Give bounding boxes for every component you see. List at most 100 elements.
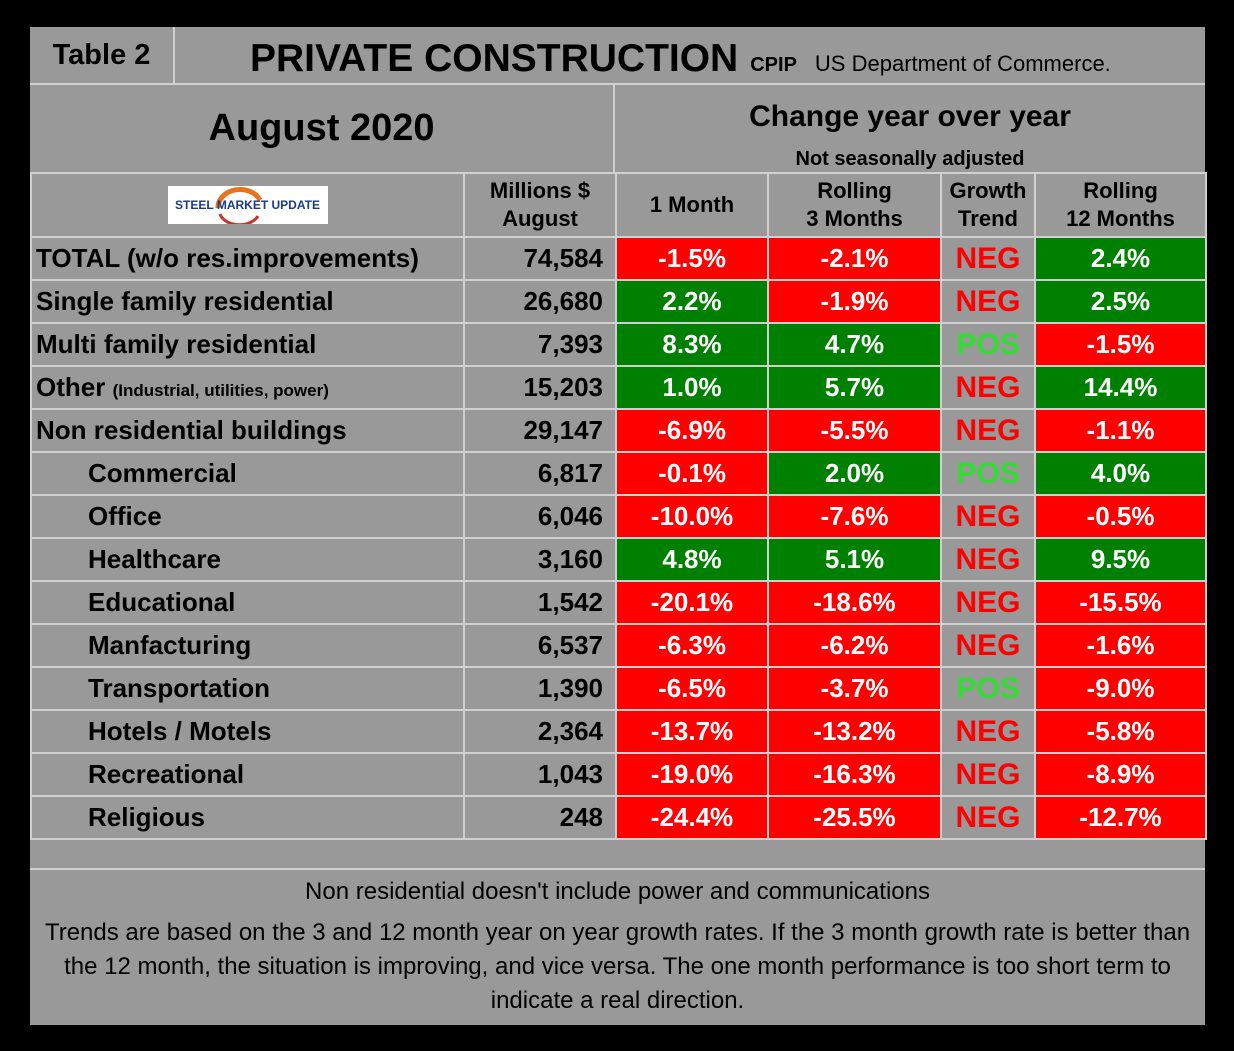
millions: 6,817 [463, 451, 617, 496]
millions: 1,542 [463, 580, 617, 625]
change-rolling3: -3.7% [767, 666, 942, 711]
column-header-line: Rolling [1083, 178, 1158, 203]
data-table: STEEL MARKET UPDATE Millions $ August 1 Mo… [30, 172, 1207, 840]
title-bar: PRIVATE CONSTRUCTION CPIP US Department … [175, 27, 1205, 85]
row-label: Other (Industrial, utilities, power) [30, 365, 465, 410]
data-row: Manfacturing 6,537 -6.3% -6.2% NEG -1.6% [30, 623, 1207, 668]
row-label: Recreational [30, 752, 465, 797]
change-note: Not seasonally adjusted [795, 148, 1025, 170]
growth-trend: NEG [940, 537, 1036, 582]
column-header-line: Millions $ [489, 178, 591, 203]
period: August 2020 [30, 85, 615, 172]
change-rolling3: 5.7% [767, 365, 942, 410]
growth-trend: NEG [940, 494, 1036, 539]
row-label: Office [30, 494, 465, 539]
growth-trend: POS [940, 322, 1036, 367]
change-rolling3: -6.2% [767, 623, 942, 668]
row-label: Hotels / Motels [30, 709, 465, 754]
logo-arc [214, 187, 262, 224]
millions: 6,537 [463, 623, 617, 668]
column-header-line: 3 Months [806, 206, 903, 231]
column-header: Millions $ August [463, 172, 617, 238]
growth-trend: POS [940, 666, 1036, 711]
millions: 3,160 [463, 537, 617, 582]
footer-note: Non residential doesn't include power an… [305, 878, 930, 905]
column-header: 1 Month [615, 172, 769, 238]
row-label-text: Single family residential [36, 286, 334, 316]
data-row: Multi family residential 7,393 8.3% 4.7% POS… [30, 322, 1207, 367]
change-rolling12: 2.4% [1034, 236, 1207, 281]
change-rolling3: -2.1% [767, 236, 942, 281]
growth-trend: NEG [940, 236, 1036, 281]
table-label: Table 2 [30, 27, 175, 85]
change-rolling3: -18.6% [767, 580, 942, 625]
growth-trend: NEG [940, 623, 1036, 668]
millions: 26,680 [463, 279, 617, 324]
change-month1: 2.2% [615, 279, 769, 324]
change-month1: -1.5% [615, 236, 769, 281]
row-label-text: Educational [88, 587, 236, 617]
table-panel: Table 2 PRIVATE CONSTRUCTION CPIP US Dep… [30, 27, 1207, 1025]
change-rolling3: -25.5% [767, 795, 942, 840]
change-rolling12: 9.5% [1034, 537, 1207, 582]
change-rolling3: 5.1% [767, 537, 942, 582]
footer-explanation: Trends are based on the 3 and 12 month y… [44, 919, 1191, 1014]
change-rolling12: -9.0% [1034, 666, 1207, 711]
data-row: TOTAL (w/o res.improvements) 74,584 -1.5% -… [30, 236, 1207, 281]
column-header-line: 12 Months [1066, 206, 1175, 231]
data-row: Hotels / Motels 2,364 -13.7% -13.2% NEG -5.8% [30, 709, 1207, 754]
logo-cell: STEEL MARKET UPDATE [30, 172, 465, 238]
logo: STEEL MARKET UPDATE [167, 186, 328, 224]
growth-trend: POS [940, 451, 1036, 496]
change-rolling12: 2.5% [1034, 279, 1207, 324]
growth-trend: NEG [940, 408, 1036, 453]
row-label-text: Office [88, 501, 162, 531]
row-label-note: (Industrial, utilities, power) [112, 381, 329, 400]
change-month1: -6.9% [615, 408, 769, 453]
millions: 1,043 [463, 752, 617, 797]
column-header: Rolling 3 Months [767, 172, 942, 238]
millions: 74,584 [463, 236, 617, 281]
row-label: Single family residential [30, 279, 465, 324]
data-row: Single family residential 26,680 2.2% -1.9%… [30, 279, 1207, 324]
millions: 1,390 [463, 666, 617, 711]
millions: 15,203 [463, 365, 617, 410]
column-header: Rolling 12 Months [1034, 172, 1207, 238]
row-label-text: TOTAL (w/o res.improvements) [36, 243, 419, 273]
change-title: Change year over year [749, 100, 1071, 133]
change-month1: -19.0% [615, 752, 769, 797]
column-header: Growth Trend [940, 172, 1036, 238]
change-rolling12: -1.1% [1034, 408, 1207, 453]
change-month1: -0.1% [615, 451, 769, 496]
row-label-text: Other [36, 372, 106, 402]
row-label-text: Hotels / Motels [88, 716, 272, 746]
change-rolling12: -1.5% [1034, 322, 1207, 367]
millions: 6,046 [463, 494, 617, 539]
change-month1: -6.5% [615, 666, 769, 711]
data-row: Educational 1,542 -20.1% -18.6% NEG -15.5% [30, 580, 1207, 625]
row-label: Multi family residential [30, 322, 465, 367]
source-code: CPIP [750, 54, 797, 76]
growth-trend: NEG [940, 752, 1036, 797]
change-header: Change year over year Not seasonally adj… [615, 85, 1205, 172]
change-rolling12: 4.0% [1034, 451, 1207, 496]
growth-trend: NEG [940, 795, 1036, 840]
data-row: Religious 248 -24.4% -25.5% NEG -12.7% [30, 795, 1207, 840]
millions: 2,364 [463, 709, 617, 754]
change-month1: -13.7% [615, 709, 769, 754]
row-label-text: Multi family residential [36, 329, 317, 359]
row-label-text: Manfacturing [88, 630, 252, 660]
row-label-text: Non residential buildings [36, 415, 347, 445]
row-label: TOTAL (w/o res.improvements) [30, 236, 465, 281]
data-row: Commercial 6,817 -0.1% 2.0% POS 4.0% [30, 451, 1207, 496]
row-label: Transportation [30, 666, 465, 711]
row-label-text: Commercial [88, 458, 237, 488]
data-row: Recreational 1,043 -19.0% -16.3% NEG -8.9% [30, 752, 1207, 797]
change-rolling3: 2.0% [767, 451, 942, 496]
change-month1: 1.0% [615, 365, 769, 410]
change-rolling3: 4.7% [767, 322, 942, 367]
column-header-line: Growth [949, 178, 1027, 203]
growth-trend: NEG [940, 279, 1036, 324]
row-label: Manfacturing [30, 623, 465, 668]
